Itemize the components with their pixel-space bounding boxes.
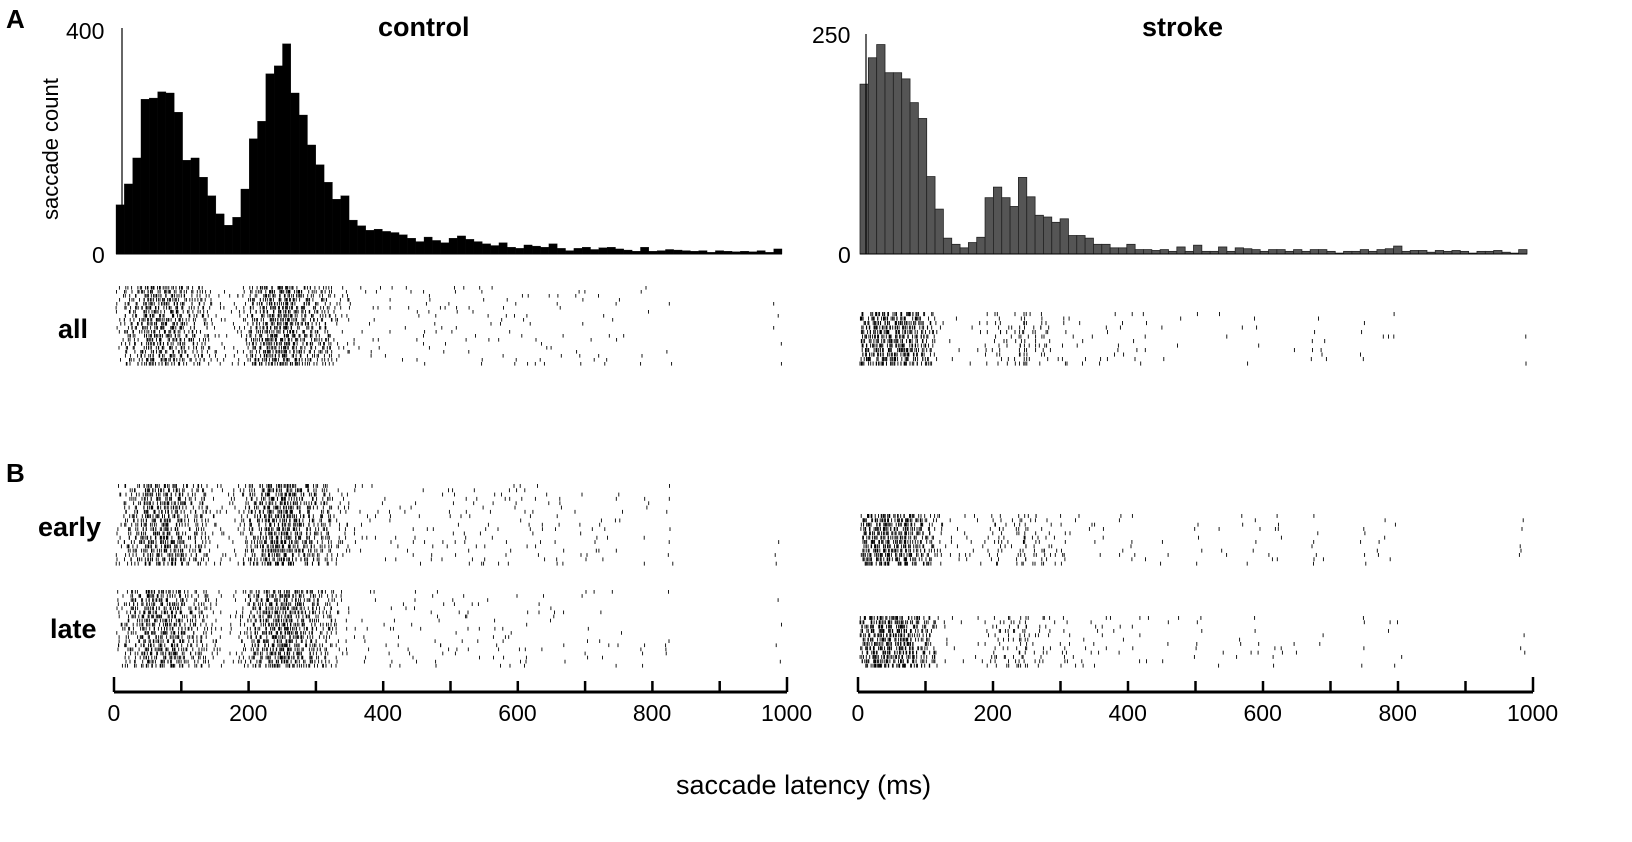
stroke-x-tick-0: 0: [851, 700, 865, 726]
stroke-histogram: [859, 34, 1528, 255]
control-title: control: [378, 12, 470, 42]
panel-a-letter: A: [6, 4, 25, 34]
stroke-x-tick-600: 600: [1243, 700, 1282, 726]
control-ymax-label: 400: [66, 18, 105, 44]
control-x-tick-200: 200: [229, 700, 268, 726]
stroke-x-tick-400: 400: [1108, 700, 1147, 726]
stroke-raster-all: [859, 312, 1527, 366]
control-raster-all: [115, 286, 782, 366]
stroke-title: stroke: [1142, 12, 1224, 42]
control-raster-late: [116, 590, 782, 668]
stroke-raster-late: [859, 616, 1526, 668]
stroke-x-tick-800: 800: [1378, 700, 1417, 726]
control-raster-early: [115, 484, 780, 566]
row-label-all: all: [58, 314, 89, 344]
control-x-tick-0: 0: [107, 700, 121, 726]
control-x-tick-600: 600: [498, 700, 537, 726]
stroke-x-tick-1000: 1000: [1507, 700, 1559, 726]
stroke-raster-early: [860, 514, 1524, 566]
control-x-tick-800: 800: [632, 700, 672, 726]
control-x-tick-400: 400: [363, 700, 403, 726]
row-label-late: late: [50, 614, 97, 644]
control-x-axis: [112, 677, 789, 694]
row-label-early: early: [38, 512, 102, 542]
panel-b-letter: B: [6, 458, 25, 488]
control-histogram: [115, 28, 783, 255]
stroke-ymax-label: 250: [812, 22, 851, 48]
x-axis-label: saccade latency (ms): [676, 770, 932, 800]
control-x-tick-1000: 1000: [761, 700, 813, 726]
stroke-ymin-label: 0: [838, 242, 851, 268]
stroke-x-tick-200: 200: [973, 700, 1012, 726]
control-ymin-label: 0: [92, 242, 105, 268]
stroke-x-axis: [856, 677, 1535, 694]
